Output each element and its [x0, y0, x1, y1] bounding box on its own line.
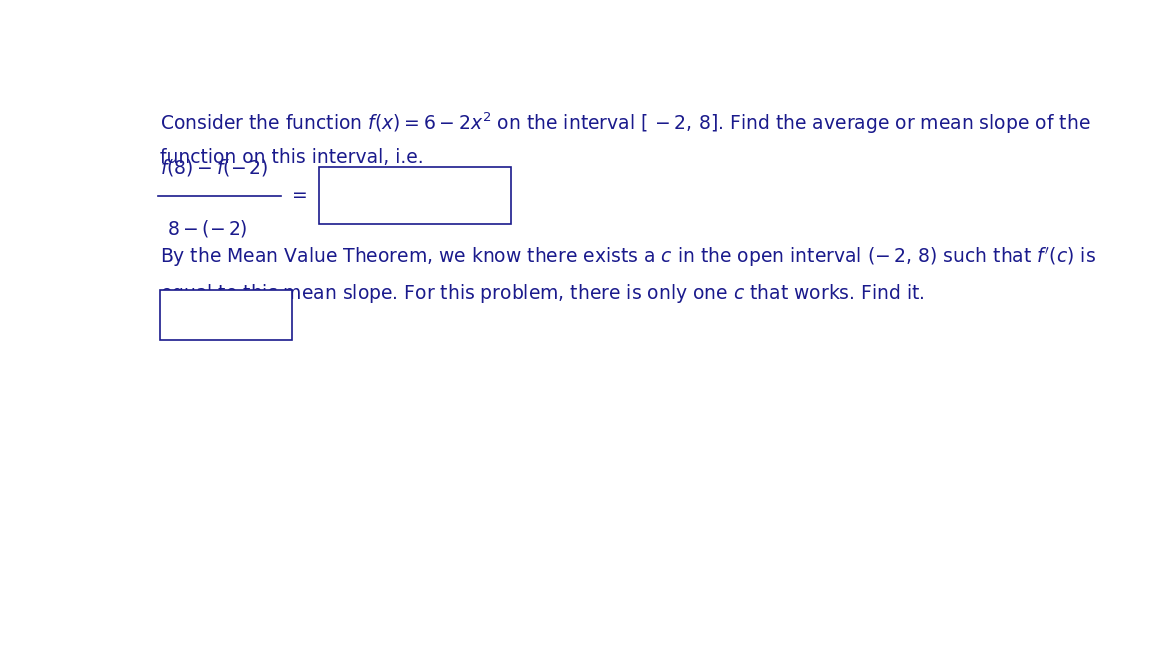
Text: =: =: [293, 186, 308, 205]
Text: equal to this mean slope. For this problem, there is only one $c$ that works. Fi: equal to this mean slope. For this probl…: [160, 283, 925, 305]
FancyBboxPatch shape: [160, 290, 293, 340]
Text: $f(8) - f(-\,2)$: $f(8) - f(-\,2)$: [160, 157, 268, 178]
FancyBboxPatch shape: [319, 167, 511, 224]
Text: Consider the function $f(x) = 6 - 2x^2$ on the interval $[\,-2,\,8]$. Find the a: Consider the function $f(x) = 6 - 2x^2$ …: [160, 110, 1091, 135]
Text: function on this interval, i.e.: function on this interval, i.e.: [160, 148, 424, 167]
Text: $8 - (-\,2)$: $8 - (-\,2)$: [167, 218, 248, 239]
Text: By the Mean Value Theorem, we know there exists a $c$ in the open interval $(-\,: By the Mean Value Theorem, we know there…: [160, 245, 1096, 269]
